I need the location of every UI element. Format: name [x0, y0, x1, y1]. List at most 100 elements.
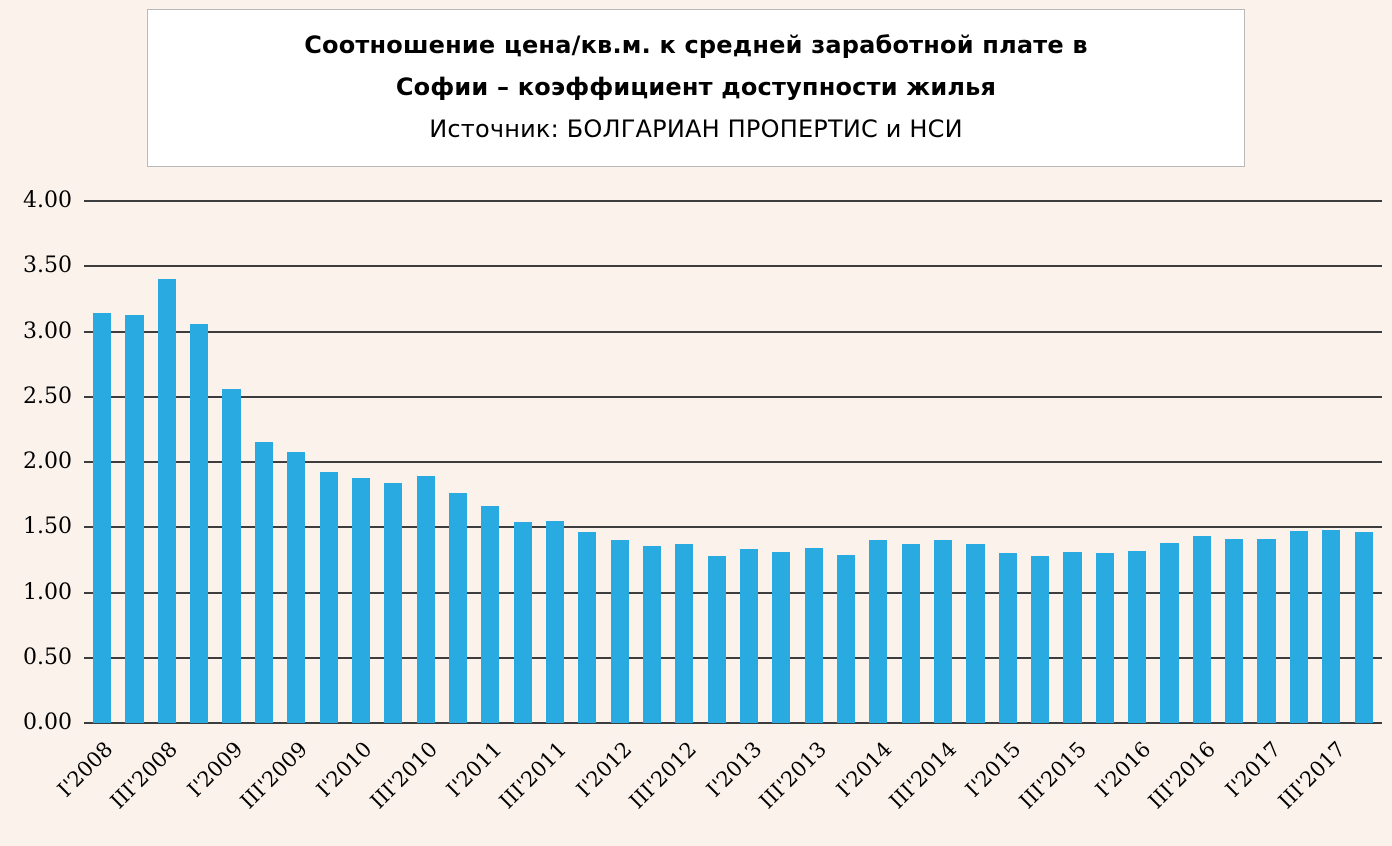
bar: [1160, 542, 1179, 723]
bar: [610, 540, 629, 723]
bar: [739, 549, 759, 723]
bar-slot: [959, 201, 991, 723]
bar-slot: [377, 201, 409, 723]
bar-slot: [636, 201, 668, 723]
bar-slot: [1056, 201, 1088, 723]
y-tick-label: 1.00: [23, 579, 72, 605]
gridline: [84, 591, 1382, 594]
y-tick-label: 3.00: [23, 318, 72, 344]
gridline: [84, 461, 1382, 463]
bar-slot: [345, 201, 377, 723]
bar-slot: [215, 201, 247, 723]
bar-slot: [118, 201, 150, 723]
bar-slot: [183, 201, 215, 723]
bar: [804, 548, 823, 723]
bar: [448, 493, 467, 723]
bar-slot: [668, 201, 700, 723]
y-tick-label: 0.00: [23, 710, 72, 735]
x-tick-label: I'2014: [831, 737, 897, 802]
bar-slot: [442, 201, 474, 723]
chart-title-line-2: Софии – коэффициент доступности жилья: [395, 73, 997, 101]
gridline: [84, 526, 1382, 529]
bar-slot: [992, 201, 1024, 723]
bar: [642, 545, 662, 723]
bar-slot: [798, 201, 830, 723]
x-tick-label: I'2012: [571, 737, 637, 802]
bar-slot: [1121, 201, 1153, 723]
bar: [416, 476, 435, 723]
x-tick-label: III'2016: [1144, 737, 1221, 814]
bar-slot: [604, 201, 636, 723]
y-tick-label: 0.50: [23, 644, 72, 670]
gridline: [84, 656, 1382, 659]
x-tick-label: III'2010: [365, 737, 442, 814]
bar: [998, 553, 1017, 723]
bar: [1354, 532, 1373, 723]
bar: [1095, 553, 1114, 723]
bar-slot: [1089, 201, 1121, 723]
bar: [1031, 555, 1050, 723]
x-axis-labels: I'2008 III'2008 I'2009 III'2009 I'2010 III'20…: [52, 723, 1382, 835]
bar-slot: [862, 201, 894, 723]
x-tick-label: I'2017: [1220, 737, 1286, 802]
bar: [513, 522, 532, 723]
bar: [1128, 550, 1147, 723]
x-tick-label: I'2009: [182, 737, 248, 802]
bar-slot: [765, 201, 797, 723]
bars: [84, 201, 1382, 723]
y-tick-label: 2.50: [23, 383, 72, 409]
x-tick-label: III'2009: [235, 737, 312, 814]
bar: [481, 506, 500, 723]
y-tick-label: 4.00: [23, 188, 72, 213]
x-tick-label: I'2008: [52, 737, 118, 802]
x-tick-label: III'2012: [624, 737, 702, 814]
bar: [319, 472, 338, 723]
bar-slot: [1153, 201, 1185, 723]
y-tick-label: 3.50: [23, 253, 72, 279]
bar-slot: [733, 201, 765, 723]
bar: [157, 279, 176, 723]
gridline: [84, 722, 1382, 724]
x-tick-label: I'2015: [961, 737, 1026, 802]
bar: [578, 532, 597, 723]
x-tick-label: III'2008: [105, 737, 183, 814]
bar-slot: [701, 201, 733, 723]
y-axis-labels: 0.00 0.50 1.00 1.50 2.00 2.50 3.00 3.50 4.00: [6, 188, 84, 735]
x-tick-label: III'2011: [495, 737, 572, 814]
bar: [190, 323, 209, 723]
x-tick-label: III'2014: [884, 737, 961, 814]
x-tick-label: III'2015: [1014, 737, 1091, 814]
gridline: [84, 330, 1382, 333]
bar-slot: [280, 201, 312, 723]
x-tick-label: I'2010: [312, 737, 377, 802]
bar-slot: [1315, 201, 1347, 723]
bar: [351, 477, 370, 723]
x-tick-label: I'2011: [441, 737, 507, 802]
bar-slot: [895, 201, 927, 723]
bar-slot: [1186, 201, 1218, 723]
bar-slot: [1283, 201, 1315, 723]
bar-slot: [1024, 201, 1056, 723]
bar: [837, 554, 856, 723]
chart-source-line: Источник: БОЛГАРИАН ПРОПЕРТИС и НСИ: [429, 115, 963, 143]
bar: [1257, 539, 1276, 723]
bar-slot: [86, 201, 118, 723]
plot-area: I'2008 III'2008 I'2009 III'2009 I'2010 III'20…: [52, 200, 1382, 813]
bar-slot: [571, 201, 603, 723]
gridline: [84, 265, 1382, 268]
x-tick-label: III'2013: [754, 737, 832, 814]
chart-title-box: Соотношение цена/кв.м. к средней заработ…: [147, 9, 1245, 167]
bar-slot: [1347, 201, 1379, 723]
gridline: [84, 200, 1382, 202]
bar: [934, 540, 953, 723]
bar: [1063, 552, 1082, 723]
bar: [869, 540, 888, 723]
bar: [1192, 536, 1211, 723]
bar: [675, 544, 694, 723]
bar-slot: [539, 201, 571, 723]
y-tick-label: 2.00: [23, 449, 72, 474]
x-tick-label: I'2016: [1090, 737, 1156, 802]
bar: [966, 544, 985, 723]
chart: 0.00 0.50 1.00 1.50 2.00 2.50 3.00 3.50 4.00 I'2…: [6, 188, 1382, 813]
bar: [901, 544, 920, 723]
